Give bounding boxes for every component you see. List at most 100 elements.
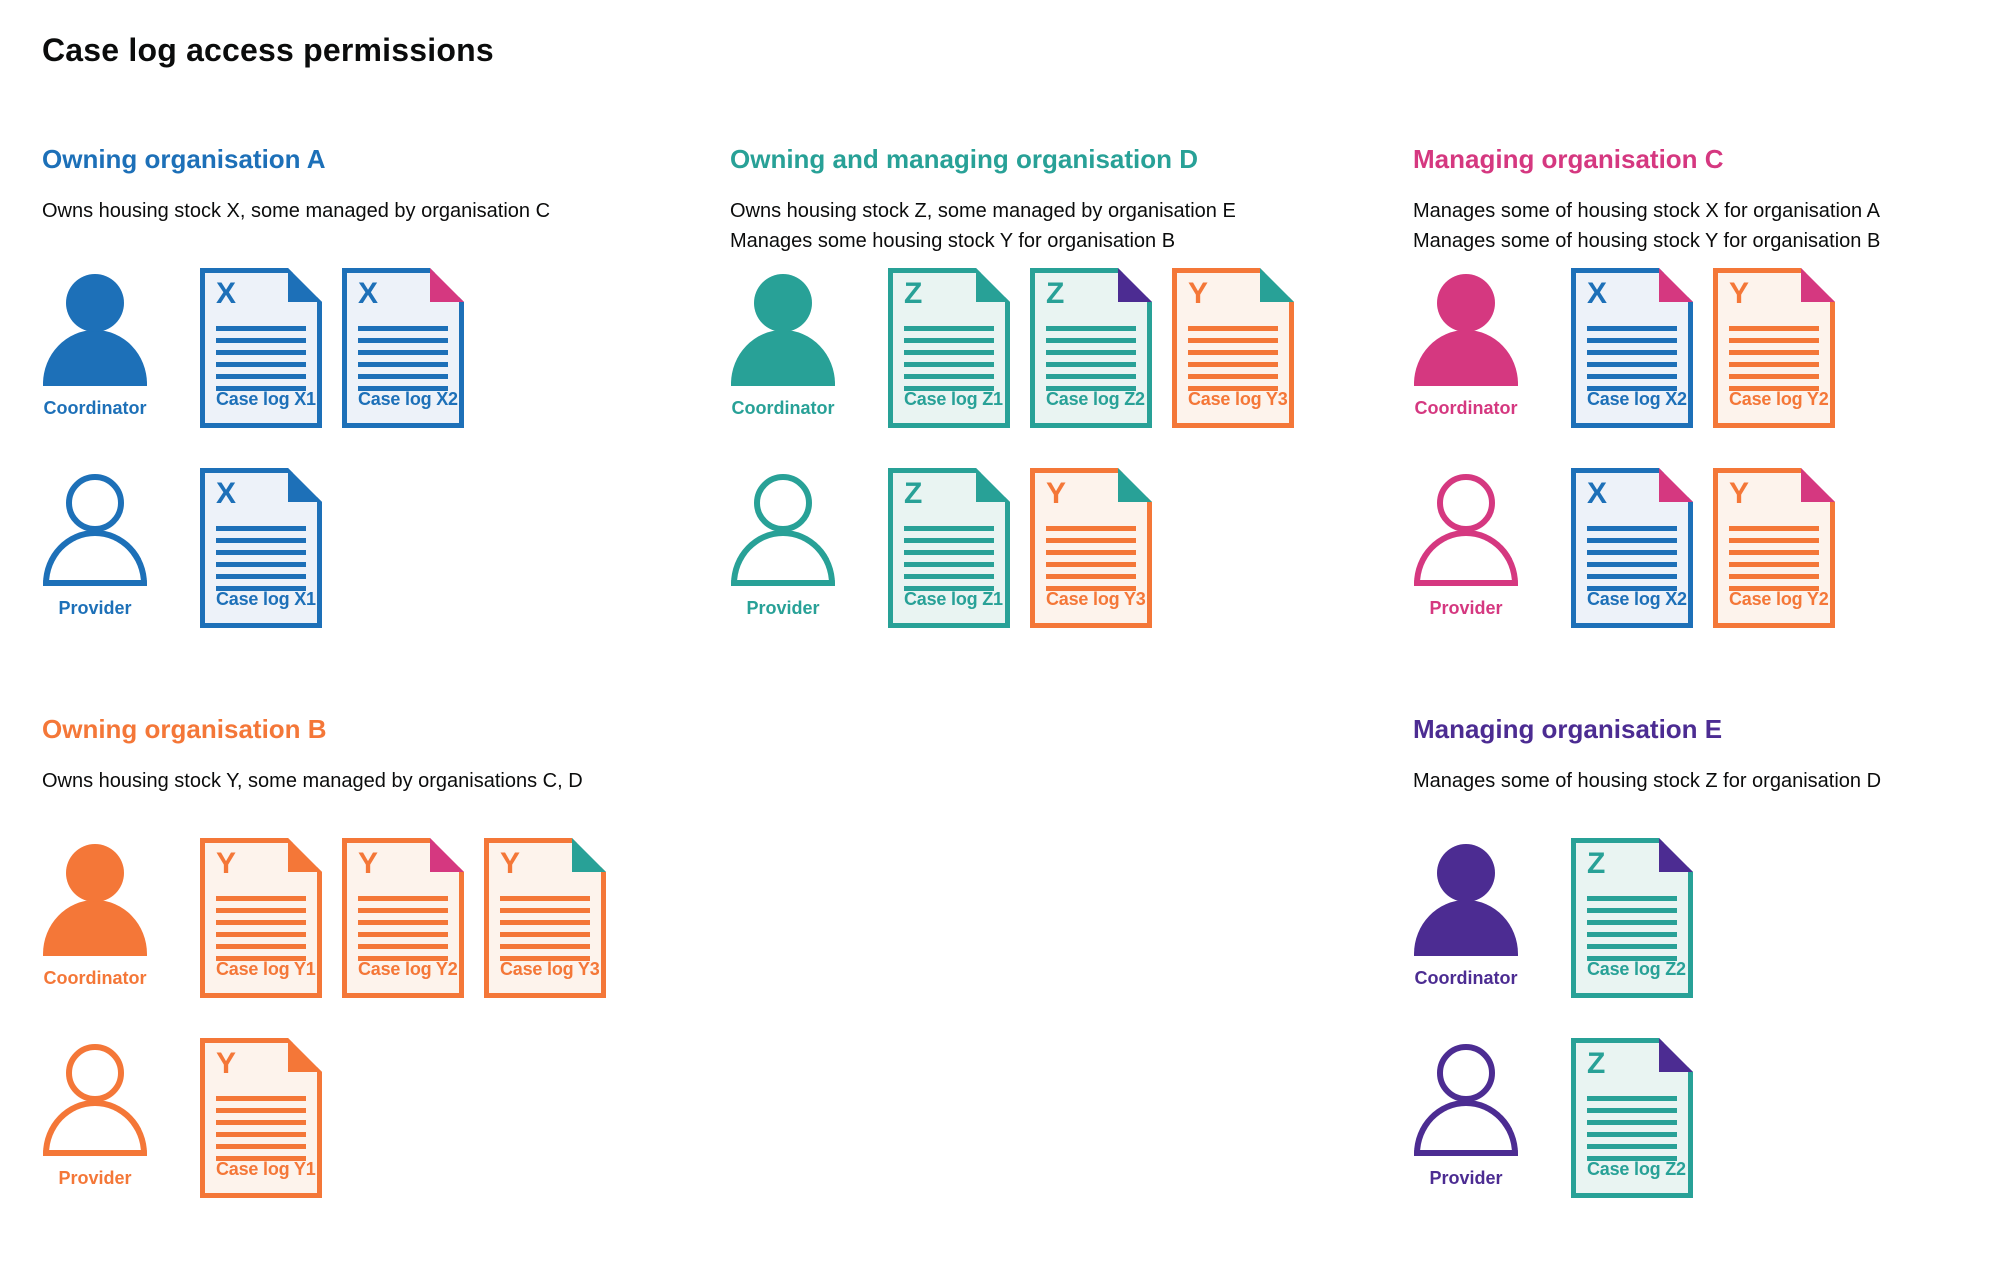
doc-stock-letter: X: [1587, 277, 1608, 310]
section-description: Manages some of housing stock Z for orga…: [1413, 766, 2000, 796]
doc-text-line: [1587, 1144, 1677, 1149]
doc-text-lines: [358, 326, 448, 398]
folded-corner-icon: [1801, 268, 1835, 302]
case-log-docs-row: Z Case log Z2: [1571, 838, 1693, 998]
doc-text-line: [1587, 550, 1677, 555]
provider-figure: Provider: [42, 474, 148, 624]
case-log-docs-row: X Case log X2 Y Case log Y2: [1571, 468, 1835, 628]
person-head: [66, 1044, 124, 1102]
doc-text-line: [1587, 1108, 1677, 1113]
doc-stock-letter: Y: [1729, 277, 1750, 310]
doc-text-line: [1046, 550, 1136, 555]
doc-text-line: [358, 350, 448, 355]
case-log-doc: Z Case log Z2: [1571, 838, 1693, 998]
coordinator-figure: Coordinator: [730, 274, 836, 424]
doc-text-lines: [358, 896, 448, 968]
doc-text-line: [1587, 1096, 1677, 1101]
doc-text-line: [216, 586, 306, 591]
provider-icon: [1413, 474, 1519, 586]
doc-text-line: [500, 944, 590, 949]
doc-stock-letter: X: [358, 277, 379, 310]
person-role-label: Provider: [58, 598, 132, 618]
doc-text-line: [1587, 350, 1677, 355]
doc-text-line: [1188, 362, 1278, 367]
doc-text-line: [1587, 1156, 1677, 1161]
doc-stock-letter: Y: [1729, 477, 1750, 510]
doc-text-line: [358, 944, 448, 949]
case-log-doc: X Case log X2: [342, 268, 464, 428]
doc-text-line: [358, 386, 448, 391]
doc-text-line: [216, 574, 306, 579]
doc-text-line: [216, 362, 306, 367]
access-row-coordinator: Coordinator Z Case log Z1 Z Case log Z2 Y Case…: [730, 268, 1390, 430]
case-log-doc: Y Case log Y2: [1713, 268, 1835, 428]
case-log-doc: X Case log X1: [200, 468, 322, 628]
doc-text-line: [216, 944, 306, 949]
doc-label: Case log X2: [358, 389, 458, 409]
doc-text-line: [1729, 562, 1819, 567]
person-role-label: Coordinator: [1414, 398, 1518, 418]
case-log-doc: Z Case log Z2: [1030, 268, 1152, 428]
person-head: [66, 474, 124, 532]
folded-corner-icon: [1118, 268, 1152, 302]
case-log-docs-row: X Case log X2 Y Case log Y2: [1571, 268, 1835, 428]
doc-text-line: [216, 896, 306, 901]
doc-label: Case log Y3: [500, 959, 600, 979]
doc-text-lines: [904, 526, 994, 598]
provider-figure: Provider: [730, 474, 836, 624]
person-head: [1437, 474, 1495, 532]
doc-text-lines: [1587, 526, 1677, 598]
coordinator-icon: [730, 274, 836, 386]
person-head: [1437, 844, 1495, 902]
doc-text-line: [358, 326, 448, 331]
doc-label: Case log Y3: [1188, 389, 1288, 409]
doc-text-line: [1188, 374, 1278, 379]
doc-label: Case log Z1: [904, 389, 1003, 409]
doc-stock-letter: Y: [1046, 477, 1067, 510]
doc-text-line: [904, 374, 994, 379]
person-head: [754, 474, 812, 532]
doc-text-line: [500, 908, 590, 913]
doc-text-line: [358, 908, 448, 913]
case-log-docs-row: Z Case log Z2: [1571, 1038, 1693, 1198]
doc-text-line: [358, 920, 448, 925]
doc-text-line: [1587, 896, 1677, 901]
doc-text-line: [1587, 538, 1677, 543]
doc-text-lines: [1587, 896, 1677, 968]
access-row-coordinator: Coordinator X Case log X1 X Case log X2: [42, 268, 702, 430]
person-head: [1437, 274, 1495, 332]
person-body: [731, 330, 835, 386]
provider-figure: Provider: [42, 1044, 148, 1194]
doc-text-line: [1188, 338, 1278, 343]
doc-label: Case log Y2: [1729, 589, 1829, 609]
access-row-coordinator: Coordinator Y Case log Y1 Y Case log Y2 Y Case…: [42, 838, 702, 1000]
doc-label: Case log Y1: [216, 959, 316, 979]
doc-stock-letter: X: [216, 277, 237, 310]
access-row-provider: Provider Z Case log Z2: [1413, 1038, 2000, 1200]
section-description: Owns housing stock Y, some managed by or…: [42, 766, 702, 796]
doc-text-line: [904, 550, 994, 555]
person-role-label: Provider: [1429, 1168, 1503, 1188]
case-log-docs-row: X Case log X1: [200, 468, 322, 628]
doc-stock-letter: Z: [1587, 847, 1606, 880]
doc-text-line: [1587, 920, 1677, 925]
access-row-provider: Provider X Case log X1: [42, 468, 702, 630]
case-log-doc: Y Case log Y3: [1030, 468, 1152, 628]
folded-corner-icon: [1801, 468, 1835, 502]
person-body: [1414, 530, 1518, 586]
section-heading: Owning and managing organisation D: [730, 144, 1199, 174]
doc-text-line: [1729, 538, 1819, 543]
folded-corner-icon: [572, 838, 606, 872]
doc-stock-letter: X: [216, 477, 237, 510]
doc-text-line: [1046, 350, 1136, 355]
case-log-docs-row: Y Case log Y1: [200, 1038, 322, 1198]
doc-text-lines: [216, 326, 306, 398]
access-row-coordinator: Coordinator X Case log X2 Y Case log Y2: [1413, 268, 2000, 430]
person-head: [66, 844, 124, 902]
doc-text-line: [1046, 374, 1136, 379]
folded-corner-icon: [288, 468, 322, 502]
doc-text-line: [1729, 374, 1819, 379]
doc-text-line: [1587, 944, 1677, 949]
doc-label: Case log Z2: [1587, 1159, 1686, 1179]
case-log-docs-row: Z Case log Z1 Y Case log Y3: [888, 468, 1152, 628]
